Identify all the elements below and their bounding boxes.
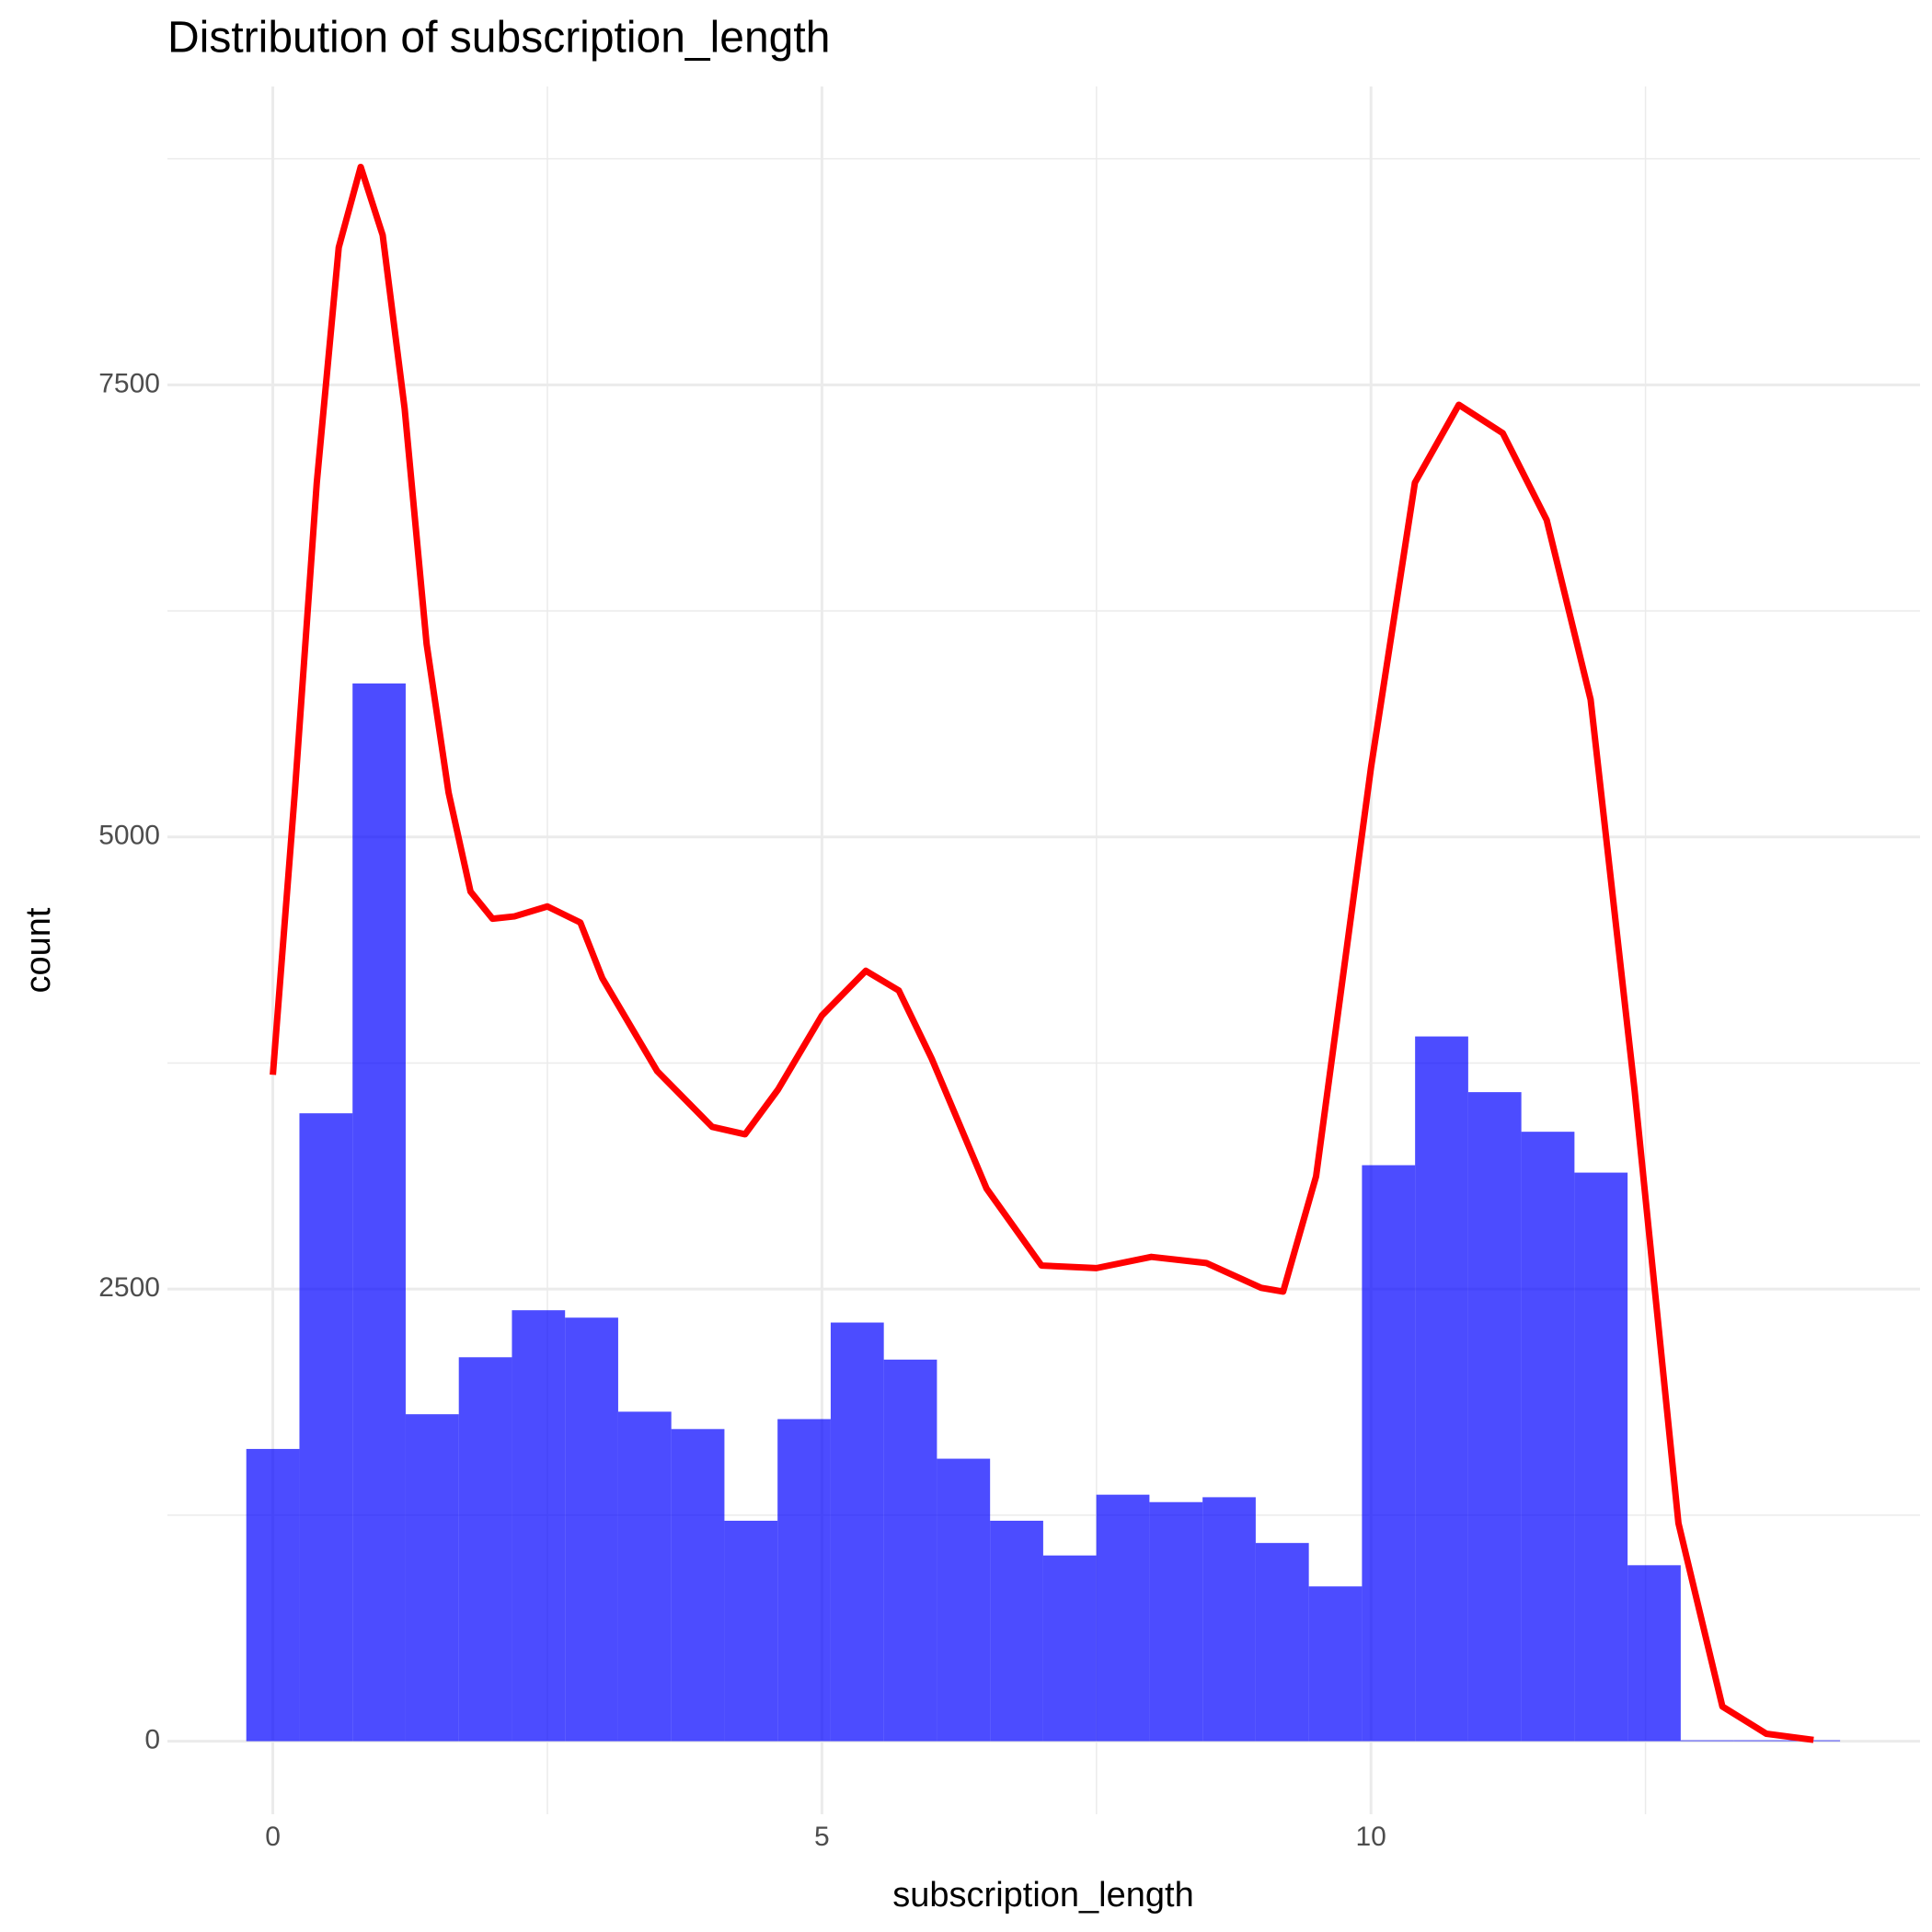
bar (1733, 1740, 1788, 1742)
bar (1255, 1543, 1309, 1742)
density-line (270, 163, 1814, 1743)
bar (405, 1414, 459, 1742)
bar (1574, 1172, 1628, 1742)
bar (990, 1520, 1043, 1742)
bar (1149, 1501, 1203, 1742)
bar (1096, 1494, 1150, 1742)
y-axis-title: count (19, 907, 58, 993)
bar (565, 1317, 618, 1742)
x-tick-label: 0 (265, 1822, 281, 1852)
bar (299, 1113, 353, 1742)
y-tick-label: 7500 (98, 368, 160, 398)
bar (724, 1520, 778, 1742)
bar (1362, 1165, 1416, 1742)
bar (1627, 1565, 1681, 1742)
bar (1467, 1092, 1522, 1742)
bar (1308, 1586, 1363, 1742)
bar (512, 1310, 566, 1742)
bar (1787, 1740, 1841, 1742)
bar (1202, 1497, 1256, 1742)
bar (671, 1429, 725, 1742)
bar (777, 1419, 831, 1742)
y-tick-label: 2500 (98, 1272, 160, 1303)
x-tick-label: 10 (1356, 1822, 1386, 1852)
x-tick-label: 5 (814, 1822, 830, 1852)
bar (246, 1448, 300, 1742)
bar (1680, 1740, 1734, 1742)
y-tick-label: 0 (144, 1725, 160, 1755)
chart-title: Distribution of subscription_length (167, 14, 830, 63)
bar (352, 683, 406, 1742)
y-tick-label: 5000 (98, 821, 160, 851)
bar (883, 1359, 937, 1742)
x-axis-title: subscription_length (892, 1876, 1193, 1915)
bar (830, 1322, 884, 1742)
bar (937, 1458, 991, 1742)
bar (617, 1411, 672, 1742)
bar (1415, 1036, 1468, 1742)
bar (458, 1357, 512, 1742)
bar (1521, 1132, 1575, 1742)
bar (1042, 1555, 1097, 1742)
